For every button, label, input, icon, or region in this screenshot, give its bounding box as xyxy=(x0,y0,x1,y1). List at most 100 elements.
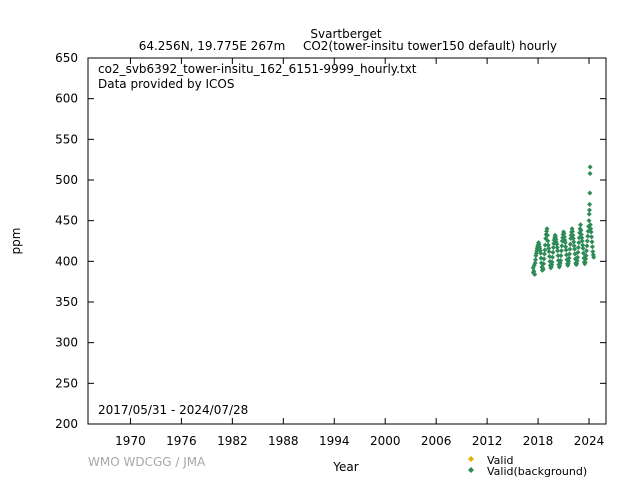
data-point xyxy=(550,249,556,255)
data-point xyxy=(588,229,594,235)
data-point xyxy=(532,271,538,277)
y-tick-label: 300 xyxy=(55,336,78,350)
x-tick-label: 2006 xyxy=(421,434,452,448)
data-point xyxy=(575,254,581,260)
data-point xyxy=(561,231,567,237)
y-tick-label: 200 xyxy=(55,417,78,431)
data-point xyxy=(542,242,548,248)
x-axis-label: Year xyxy=(332,460,358,474)
data-point xyxy=(561,234,567,240)
data-point xyxy=(587,164,593,170)
data-point xyxy=(550,245,556,251)
legend: Valid Valid(background) xyxy=(468,454,587,478)
data-point xyxy=(566,255,572,261)
x-tick-label: 2024 xyxy=(574,434,605,448)
data-point xyxy=(570,236,576,242)
data-point xyxy=(546,249,552,255)
x-tick-label: 1976 xyxy=(166,434,197,448)
data-point xyxy=(572,246,578,252)
chart-subtitle-gas: CO2(tower-insitu tower150 default) hourl… xyxy=(303,39,557,53)
data-point xyxy=(591,254,597,260)
data-point xyxy=(583,253,589,259)
x-axis-ticks: 1970 1976 1982 1988 1994 2000 2006 2012 2018 2024 xyxy=(115,58,604,448)
chart-subtitle-location: 64.256N, 19.775E 267m xyxy=(139,39,286,53)
plot-frame xyxy=(87,57,607,425)
y-axis-label: ppm xyxy=(9,228,23,255)
data-point xyxy=(542,247,548,253)
y-tick-label: 650 xyxy=(55,51,78,65)
data-point xyxy=(541,261,547,267)
data-point xyxy=(588,226,594,232)
data-point xyxy=(576,240,582,246)
data-point xyxy=(567,246,573,252)
date-range-label: 2017/05/31 - 2024/07/28 xyxy=(98,403,248,417)
y-tick-label: 400 xyxy=(55,254,78,268)
x-tick-label: 2000 xyxy=(370,434,401,448)
data-point xyxy=(568,236,574,242)
data-point xyxy=(580,242,586,248)
y-tick-label: 600 xyxy=(55,92,78,106)
x-tick-label: 2012 xyxy=(472,434,503,448)
data-point xyxy=(554,245,560,251)
data-point xyxy=(571,239,577,245)
data-point xyxy=(586,211,592,217)
data-points xyxy=(530,164,597,277)
x-tick-label: 2018 xyxy=(523,434,554,448)
data-point xyxy=(583,256,589,262)
data-point xyxy=(563,247,569,253)
data-point xyxy=(562,240,568,246)
data-point xyxy=(544,226,550,232)
legend-label-valid-background: Valid(background) xyxy=(487,465,587,478)
y-tick-label: 450 xyxy=(55,214,78,228)
data-point xyxy=(590,249,596,255)
data-point xyxy=(563,244,569,250)
y-tick-label: 350 xyxy=(55,295,78,309)
data-point xyxy=(549,259,555,265)
data-point xyxy=(571,243,577,249)
data-point xyxy=(558,248,564,254)
data-point xyxy=(575,249,581,255)
y-axis-ticks: 200 250 300 350 400 450 500 550 600 650 xyxy=(55,51,606,431)
data-point xyxy=(555,253,561,259)
data-point xyxy=(575,245,581,251)
data-point xyxy=(580,245,586,251)
data-point xyxy=(555,248,561,254)
data-point xyxy=(558,258,564,264)
x-tick-label: 1982 xyxy=(217,434,248,448)
data-point xyxy=(541,251,547,257)
legend-marker-valid-background xyxy=(468,467,474,473)
data-point xyxy=(544,232,550,238)
data-point xyxy=(586,218,592,224)
y-tick-label: 250 xyxy=(55,376,78,390)
x-tick-label: 1970 xyxy=(115,434,146,448)
credit-label: WMO WDCGG / JMA xyxy=(88,455,206,469)
data-point xyxy=(589,244,595,250)
data-point xyxy=(574,258,580,264)
data-point xyxy=(566,258,572,264)
data-point xyxy=(554,241,560,247)
data-point xyxy=(587,222,593,228)
data-point xyxy=(540,266,546,272)
file-label: co2_svb6392_tower-insitu_162_6151-9999_h… xyxy=(98,62,417,76)
x-tick-label: 1988 xyxy=(268,434,299,448)
chart-title: Svartberget xyxy=(310,27,381,41)
data-point xyxy=(550,254,556,260)
data-point xyxy=(578,222,584,228)
data-point xyxy=(546,245,552,251)
data-point xyxy=(570,232,576,238)
data-point xyxy=(566,251,572,257)
data-point xyxy=(541,256,547,262)
data-point xyxy=(587,190,593,196)
data-point xyxy=(532,260,538,266)
data-point xyxy=(586,207,592,213)
legend-marker-valid xyxy=(468,456,474,462)
x-tick-label: 1994 xyxy=(319,434,350,448)
y-tick-label: 500 xyxy=(55,173,78,187)
data-point xyxy=(579,238,585,244)
data-point xyxy=(545,238,551,244)
data-point xyxy=(578,231,584,237)
data-point xyxy=(558,253,564,259)
data-point xyxy=(585,233,591,239)
data-point xyxy=(567,241,573,247)
